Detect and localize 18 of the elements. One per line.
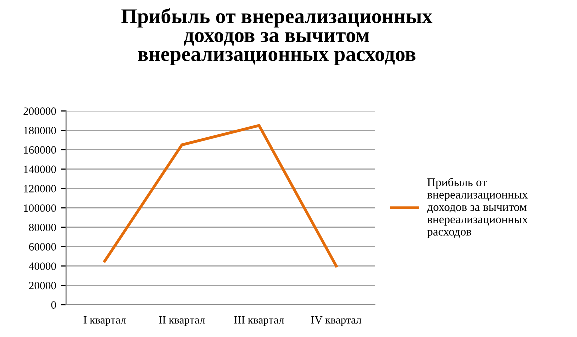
y-tick-label: 80000 (29, 224, 56, 232)
legend-label: Прибыль от внереализационных доходов за вычитом внереализационных расходов (427, 178, 528, 238)
y-tick-label: 60000 (29, 243, 56, 251)
line-series (104, 124, 338, 268)
y-tick-label: 140000 (24, 166, 56, 174)
y-tick-label: 200000 (24, 108, 56, 116)
y-tick-label: 100000 (24, 204, 56, 212)
y-tick-label: 160000 (24, 146, 56, 154)
x-tick-label: II квартал (159, 316, 206, 326)
y-tick-label: 40000 (29, 262, 56, 270)
y-tick-label: 0 (52, 301, 56, 309)
x-tick-label: IV квартал (312, 316, 362, 326)
y-tick-label: 180000 (24, 127, 56, 135)
x-tick-label: I квартал (84, 316, 126, 326)
x-tick-label: III квартал (234, 316, 284, 326)
y-tick-label: 120000 (24, 185, 56, 193)
y-tick-label: 20000 (29, 282, 56, 290)
chart-title: Прибыль от внереализационных доходов за вычитом внереализационных расходов (122, 8, 433, 66)
